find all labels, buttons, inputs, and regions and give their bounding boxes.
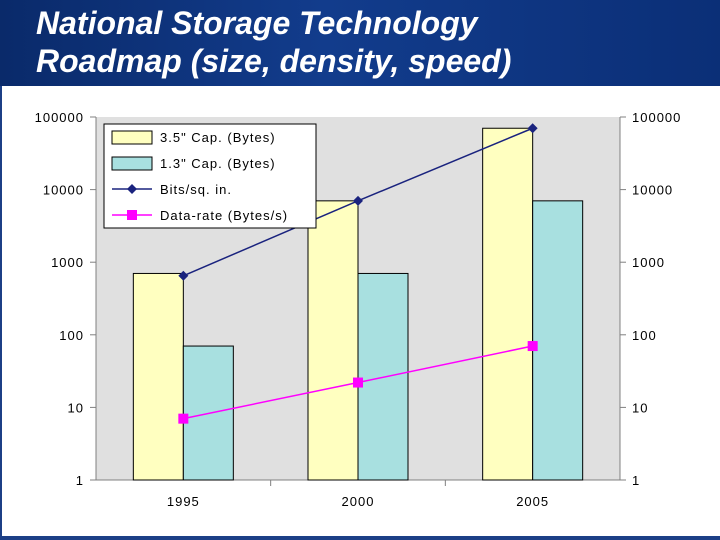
bar-cap-3-5 (482, 127, 534, 481)
x-tick-label: 1995 (167, 494, 200, 509)
y-tick-label-right: 10000 (632, 183, 673, 198)
y-tick-label-left: 100 (59, 328, 84, 343)
legend-swatch (111, 156, 153, 171)
legend-label: Bits/sq. in. (160, 182, 232, 197)
bits-per-sq-in-marker (178, 270, 189, 281)
y-tick-label-right: 100000 (632, 110, 681, 125)
x-tick-label: 2005 (516, 494, 549, 509)
bits-per-sq-in-marker (353, 195, 363, 206)
slide-title-line2: Roadmap (size, density, speed) (36, 43, 512, 79)
slide-bottom-edge (0, 536, 720, 540)
bits-per-sq-in-marker (527, 123, 538, 134)
bar-cap-3-5 (132, 272, 184, 481)
y-tick-label-left: 10000 (43, 183, 84, 198)
title-banner: National Storage Technology Roadmap (siz… (0, 0, 720, 86)
legend-label: 3.5" Cap. (Bytes) (160, 130, 276, 145)
y-tick-label-left: 100000 (35, 110, 84, 125)
legend-marker (127, 184, 137, 194)
y-tick-label-left: 1 (76, 473, 84, 488)
y-tick-label-right: 1000 (632, 255, 665, 270)
data-rate-marker (353, 377, 363, 388)
y-tick-label-left: 1000 (51, 255, 84, 270)
y-tick-label-right: 100 (632, 328, 657, 343)
y-tick-label-right: 10 (632, 400, 648, 415)
y-tick-label-left: 10 (68, 400, 84, 415)
slide-left-edge (0, 86, 2, 540)
slide-title: National Storage Technology Roadmap (siz… (36, 4, 511, 80)
legend-marker (127, 210, 137, 220)
legend-label: 1.3" Cap. (Bytes) (160, 156, 276, 171)
legend-swatch (111, 130, 153, 145)
slide-title-line1: National Storage Technology (36, 5, 478, 41)
data-rate-marker (178, 413, 189, 424)
x-tick-label: 2000 (342, 494, 375, 509)
data-rate-marker (527, 341, 538, 352)
legend-label: Data-rate (Bytes/s) (160, 208, 288, 223)
bar-cap-1-3 (532, 200, 584, 481)
bar-cap-3-5 (307, 200, 359, 481)
y-tick-label-right: 1 (632, 473, 640, 488)
